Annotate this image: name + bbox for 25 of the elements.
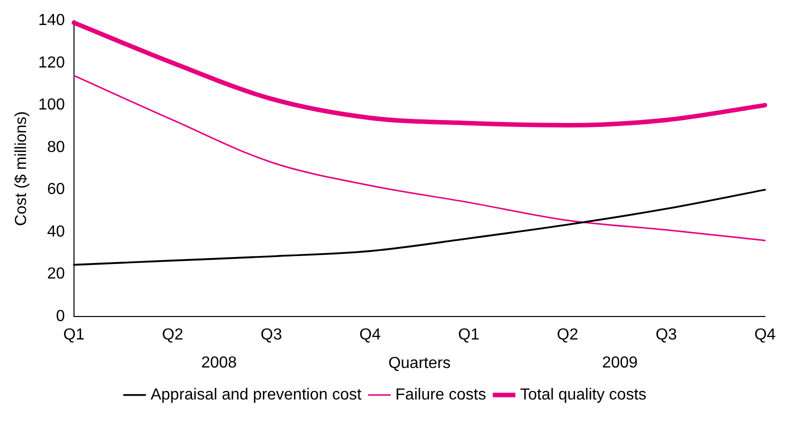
- x-tick-label: Q1: [458, 326, 480, 344]
- y-tick-label: 20: [47, 266, 65, 283]
- y-tick-label: 0: [56, 308, 65, 326]
- x-tick-label: Q4: [359, 326, 381, 344]
- text: 2008: [201, 354, 237, 372]
- text: 2009: [602, 354, 638, 372]
- y-tick-label: 80: [47, 138, 65, 156]
- y-tick-label: 140: [38, 12, 65, 30]
- y-tick-label: 60: [47, 181, 65, 198]
- legend-label: Total quality costs: [520, 386, 646, 404]
- x-tick-label: Q3: [656, 326, 678, 344]
- x-tick-label: Q4: [754, 326, 776, 344]
- line-series: [73, 74, 766, 242]
- y-tick-label: 120: [38, 54, 65, 72]
- y-tick-label: 40: [47, 223, 65, 240]
- y-axis-title: Cost ($ millions): [13, 111, 30, 226]
- x-tick-label: Q1: [63, 326, 85, 344]
- legend-label: Appraisal and prevention cost: [150, 386, 362, 404]
- y-tick-label: 100: [38, 96, 65, 114]
- x-tick-label: Q2: [162, 326, 184, 344]
- x-tick-label: Q2: [556, 326, 578, 344]
- x-tick-label: Q3: [260, 326, 282, 344]
- x-axis-title: Quarters: [388, 354, 451, 372]
- line-series: [72, 20, 768, 128]
- legend-label: Failure costs: [395, 386, 486, 404]
